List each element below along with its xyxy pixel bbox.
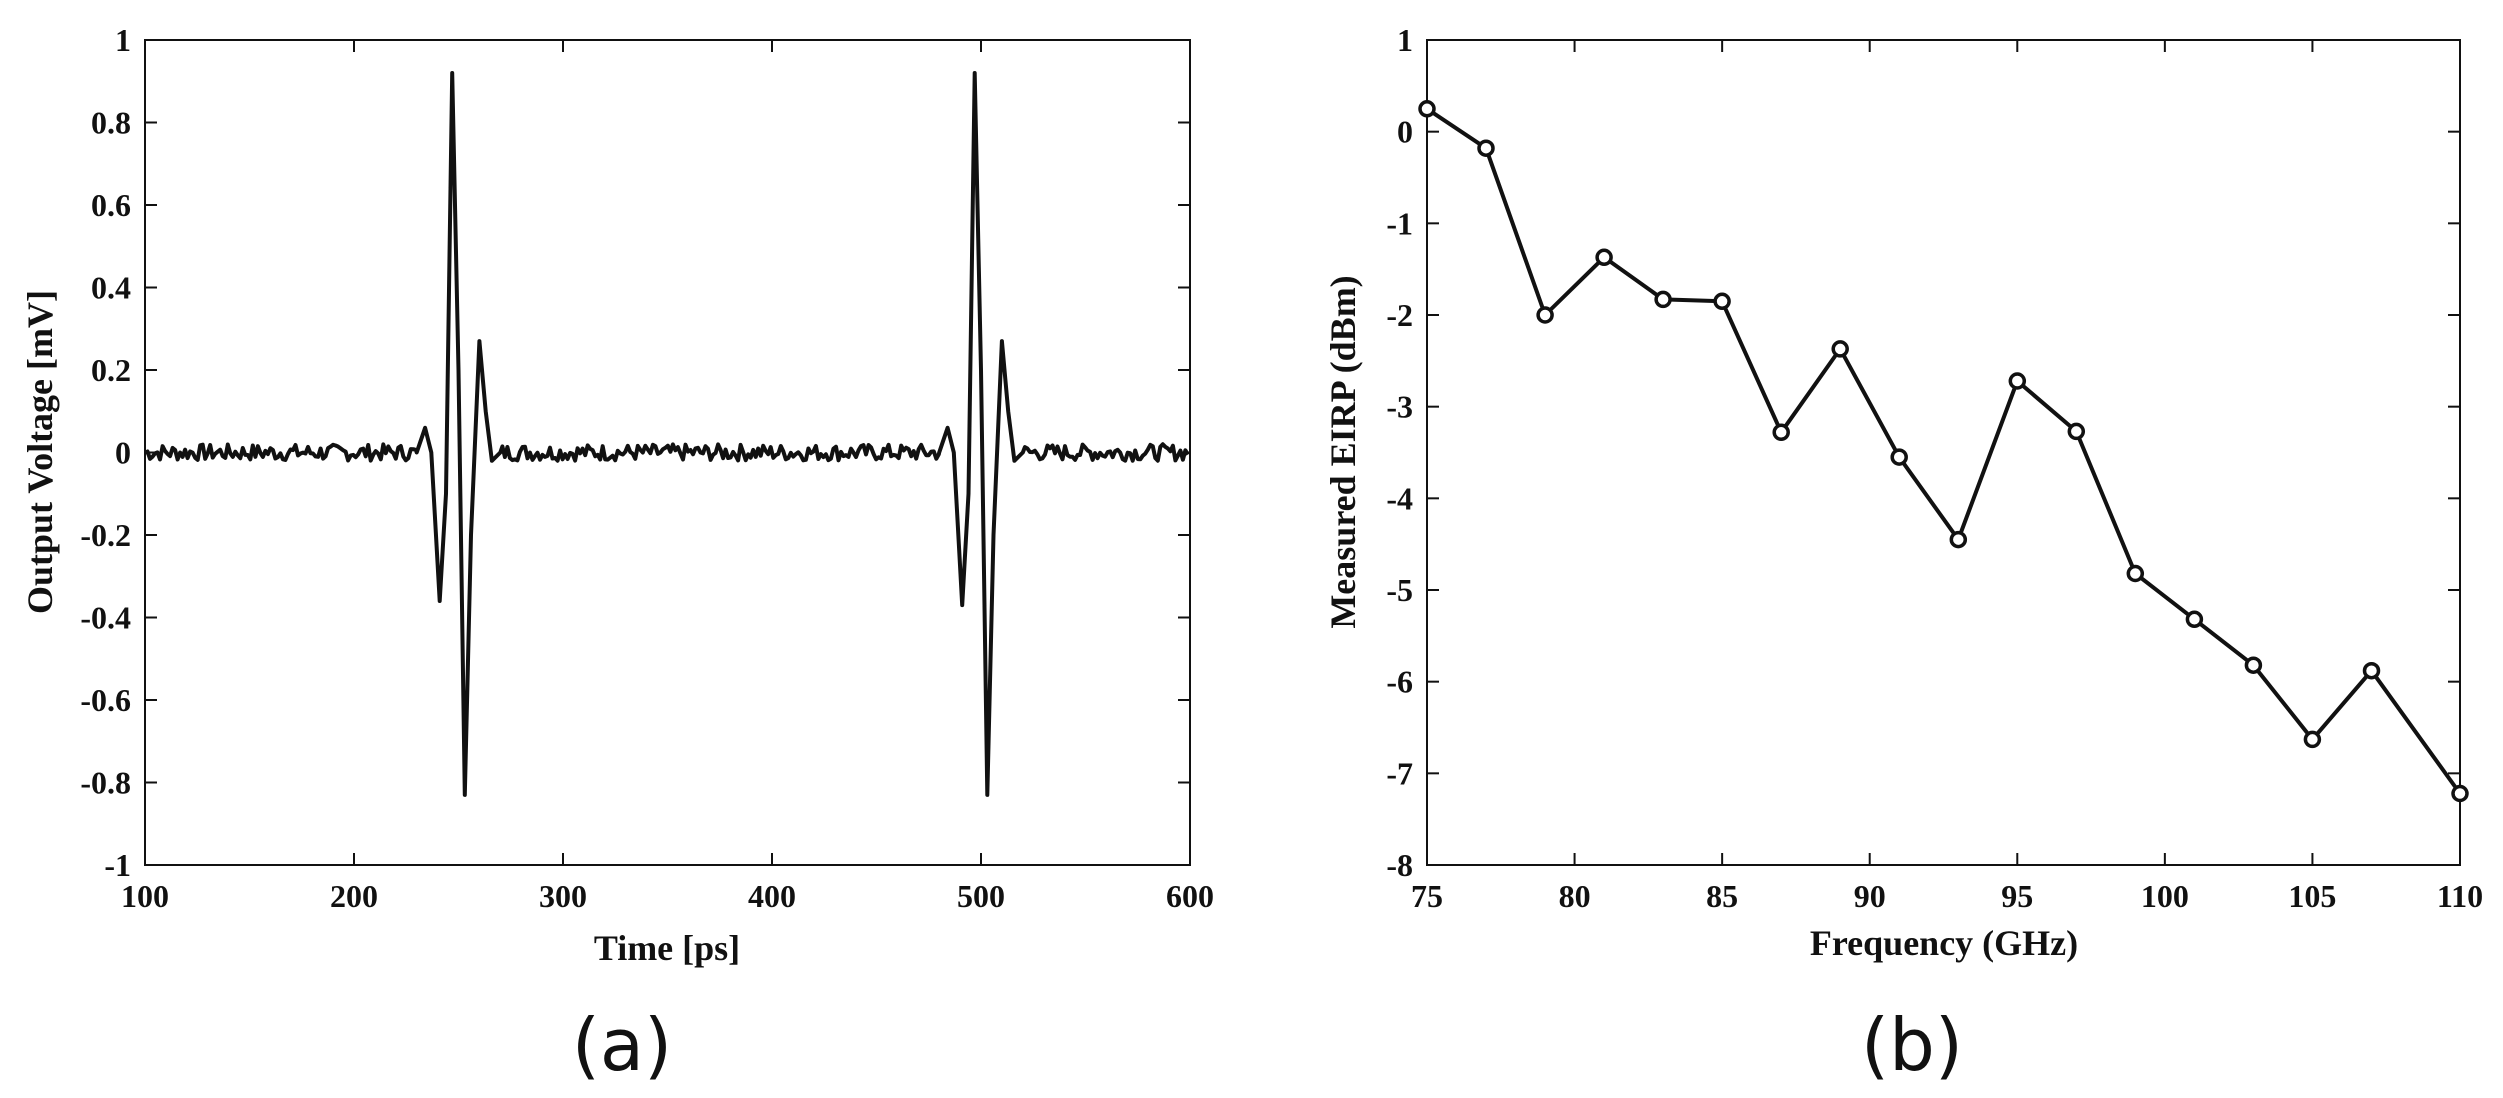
- panel-b-eirp-line: [1425, 107, 2462, 795]
- panel-a-y-tick-label: 0: [115, 435, 131, 471]
- panel-b-data-point: [2451, 784, 2469, 803]
- panel-a-x-tick-label: 400: [748, 878, 796, 914]
- panel-b-chart: 75 80 85 90 95 100 105 110 -8 -7 -6 -5 -4 -3 -2 -1 0 1 Fr…: [1323, 22, 2483, 1087]
- panel-b-data-point: [1477, 139, 1495, 157]
- panel-b-x-tick-label: 90: [1854, 878, 1886, 914]
- panel-b-data-point: [2303, 730, 2322, 749]
- panel-b-data-point: [2008, 372, 2027, 390]
- panel-a-y-tick-label: -0.2: [80, 517, 131, 553]
- panel-a-y-tick-label: 0.6: [91, 187, 131, 223]
- panel-b-data-point: [2362, 661, 2381, 680]
- panel-a-ticks: 100 200 300 400 500 600 -1 -0.8 -0.6 -0.4 -0.2 0 0.2…: [80, 22, 1214, 914]
- panel-b-y-tick-label: 0: [1397, 114, 1413, 150]
- panel-b-y-tick-label: -3: [1386, 389, 1413, 425]
- panel-b-markers: [1418, 100, 2469, 803]
- panel-b-label: (b): [1861, 1003, 1963, 1087]
- panel-b-data-point: [1890, 448, 1908, 466]
- panel-b-x-tick-label: 75: [1411, 878, 1443, 914]
- panel-a-x-tick-label: 100: [121, 878, 169, 914]
- panel-b-data-point: [1772, 423, 1790, 442]
- panel-a-x-tick-label: 200: [330, 878, 378, 914]
- panel-b-x-tick-label: 110: [2437, 878, 2483, 914]
- panel-a-y-tick-label: -0.6: [80, 682, 131, 718]
- panel-b-data-point: [2244, 656, 2263, 674]
- panel-b-data-point: [2185, 610, 2204, 629]
- panel-b-y-tick-label: -2: [1386, 297, 1413, 333]
- panel-a-y-tick-label: 0.8: [91, 105, 131, 141]
- panel-b-x-tick-label: 85: [1706, 878, 1738, 914]
- panel-a-y-tick-label: 0.4: [91, 270, 131, 306]
- panel-b-y-tick-label: -7: [1386, 755, 1413, 791]
- panel-b-data-point: [1536, 306, 1554, 324]
- panel-b-data-point: [1595, 248, 1613, 267]
- panel-a-x-tick-label: 300: [539, 878, 587, 914]
- panel-b-data-point: [1831, 340, 1849, 358]
- panel-b-y-tick-label: -4: [1386, 480, 1413, 516]
- panel-a-y-tick-label: -1: [104, 847, 131, 883]
- panel-b-data-point: [1713, 292, 1731, 311]
- panel-b-x-tick-label: 95: [2001, 878, 2033, 914]
- panel-b-data-point: [1949, 530, 1968, 549]
- panel-b-y-axis-label: Measured EIRP (dBm): [1323, 275, 1363, 628]
- panel-a-y-axis-label: Output Voltage [mV]: [20, 290, 60, 614]
- panel-a-label: (a): [572, 1003, 672, 1087]
- panel-b-data-point: [2067, 422, 2086, 441]
- panel-b-data-point: [1654, 290, 1672, 309]
- panel-a-x-tick-label: 600: [1166, 878, 1214, 914]
- panel-a-y-tick-label: 0.2: [91, 352, 131, 388]
- panel-b-y-tick-label: -1: [1386, 205, 1413, 241]
- panel-a-y-tick-label: -0.8: [80, 765, 131, 801]
- panel-b-data-point: [2126, 564, 2145, 583]
- panel-b-x-tick-label: 100: [2141, 878, 2189, 914]
- panel-a-x-axis-label: Time [ps]: [594, 928, 740, 968]
- panel-b-x-tick-label: 80: [1559, 878, 1591, 914]
- panel-b-y-tick-label: -6: [1386, 664, 1413, 700]
- panel-b-y-tick-label: -8: [1386, 847, 1413, 883]
- panel-a-voltage-trace: [144, 71, 1190, 797]
- panel-a-y-tick-label: 1: [115, 22, 131, 58]
- panel-b-ticks: 75 80 85 90 95 100 105 110 -8 -7 -6 -5 -4 -3 -2 -1 0 1: [1386, 22, 2483, 914]
- panel-b-y-tick-label: -5: [1386, 572, 1413, 608]
- panel-b-y-tick-label: 1: [1397, 22, 1413, 58]
- panel-b-x-axis-label: Frequency (GHz): [1810, 923, 2078, 963]
- panel-b-plot-frame: [1426, 39, 2461, 866]
- panel-a-y-tick-label: -0.4: [80, 600, 131, 636]
- panel-a-chart: 100 200 300 400 500 600 -1 -0.8 -0.6 -0.4 -0.2 0 0.2…: [20, 22, 1214, 1087]
- panel-b-x-tick-label: 105: [2288, 878, 2336, 914]
- panel-a-x-tick-label: 500: [957, 878, 1005, 914]
- panel-b-data-point: [1418, 100, 1436, 118]
